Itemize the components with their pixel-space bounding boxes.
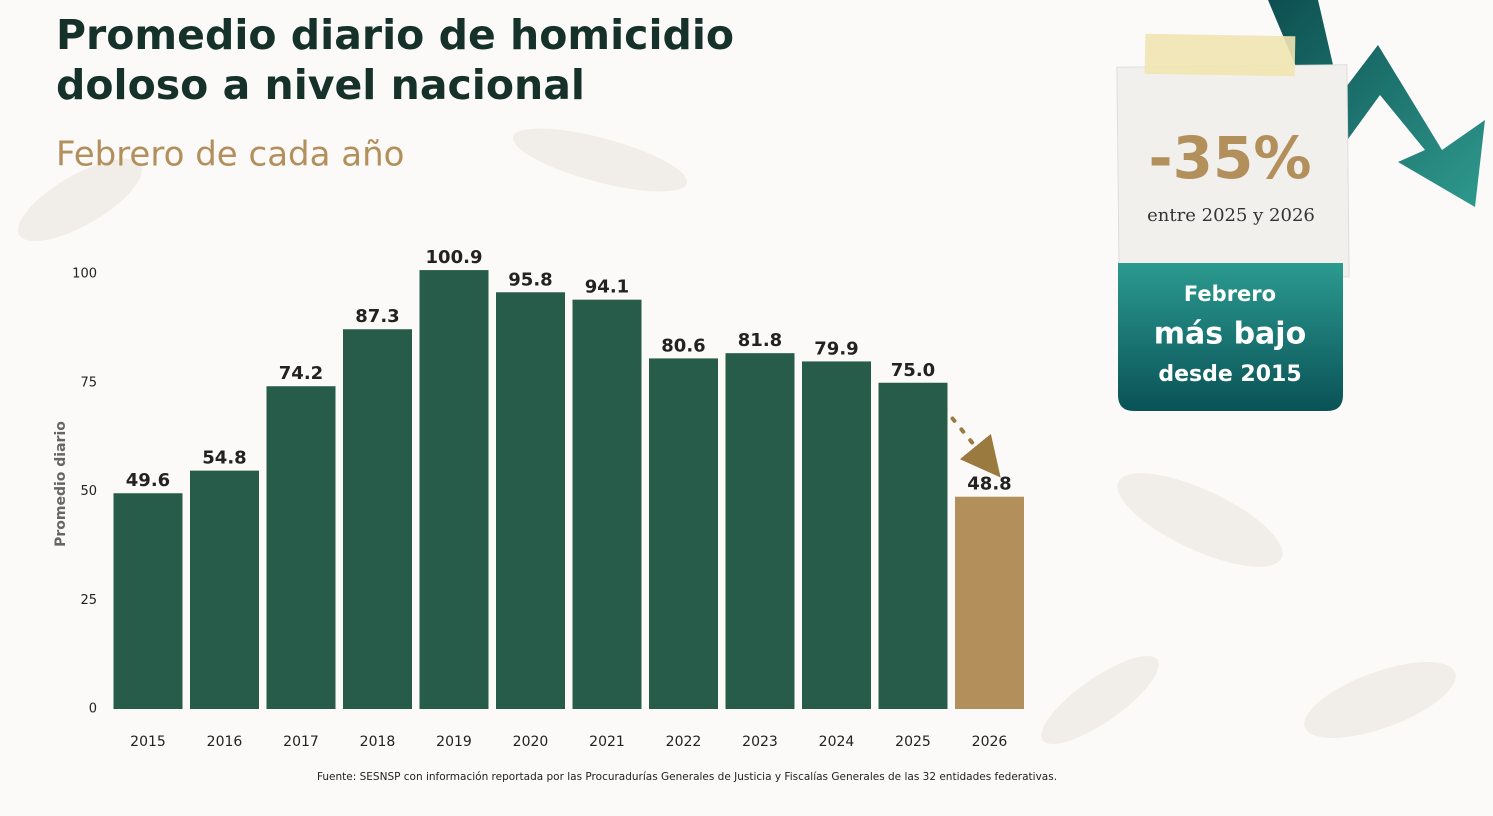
bar bbox=[802, 361, 871, 709]
chart-title: Promedio diario de homicidio bbox=[56, 11, 734, 59]
value-label: 80.6 bbox=[661, 335, 705, 356]
value-label: 48.8 bbox=[967, 474, 1011, 495]
chart-subtitle: Febrero de cada año bbox=[56, 135, 404, 175]
bar bbox=[343, 329, 412, 709]
x-tick-label: 2021 bbox=[589, 734, 625, 750]
value-label: 100.9 bbox=[426, 247, 483, 268]
x-tick-label: 2023 bbox=[742, 734, 778, 750]
value-label: 87.3 bbox=[355, 306, 399, 327]
y-tick-label: 50 bbox=[80, 484, 97, 499]
bar bbox=[725, 353, 795, 709]
callout-line: más bajo bbox=[1154, 317, 1306, 352]
bar bbox=[878, 382, 948, 709]
x-tick-label: 2019 bbox=[436, 734, 472, 750]
bar bbox=[649, 358, 718, 709]
x-tick-label: 2017 bbox=[283, 734, 319, 750]
x-tick-label: 2018 bbox=[360, 734, 396, 750]
callout-line: desde 2015 bbox=[1158, 362, 1301, 387]
y-tick-label: 75 bbox=[80, 375, 97, 390]
callout-line: Febrero bbox=[1184, 282, 1276, 306]
x-tick-label: 2024 bbox=[819, 734, 855, 750]
tape bbox=[1144, 33, 1296, 77]
value-label: 74.2 bbox=[279, 363, 323, 384]
background-pattern bbox=[18, 128, 1456, 745]
value-label: 95.8 bbox=[508, 269, 552, 290]
bar bbox=[266, 386, 336, 709]
x-tick-label: 2015 bbox=[130, 734, 166, 750]
callout-period: entre 2025 y 2026 bbox=[1147, 205, 1315, 226]
y-tick-label: 0 bbox=[89, 702, 97, 717]
value-label: 94.1 bbox=[585, 277, 629, 298]
decor-arrow bbox=[1268, 0, 1485, 207]
x-tick-label: 2026 bbox=[972, 734, 1008, 750]
value-label: 75.0 bbox=[891, 360, 935, 381]
value-label: 54.8 bbox=[202, 448, 246, 469]
y-axis-label: Promedio diario bbox=[53, 421, 69, 547]
x-tick-label: 2020 bbox=[513, 734, 549, 750]
y-tick-label: 100 bbox=[72, 267, 97, 282]
value-label: 81.8 bbox=[738, 330, 782, 351]
callout-change: -35% bbox=[1149, 124, 1312, 192]
bar bbox=[955, 496, 1024, 709]
chart-title: doloso a nivel nacional bbox=[56, 61, 585, 109]
bar bbox=[113, 493, 183, 709]
value-label: 79.9 bbox=[814, 338, 858, 359]
callout-box bbox=[1118, 263, 1343, 411]
y-tick-label: 25 bbox=[80, 593, 97, 608]
x-tick-label: 2016 bbox=[207, 734, 243, 750]
value-label: 49.6 bbox=[126, 470, 170, 491]
bar bbox=[496, 292, 565, 709]
x-tick-label: 2025 bbox=[895, 734, 931, 750]
bar bbox=[572, 299, 642, 709]
bar bbox=[419, 270, 489, 709]
bar bbox=[190, 470, 259, 709]
x-tick-label: 2022 bbox=[666, 734, 702, 750]
source-note: Fuente: SESNSP con información reportada… bbox=[317, 771, 1057, 783]
